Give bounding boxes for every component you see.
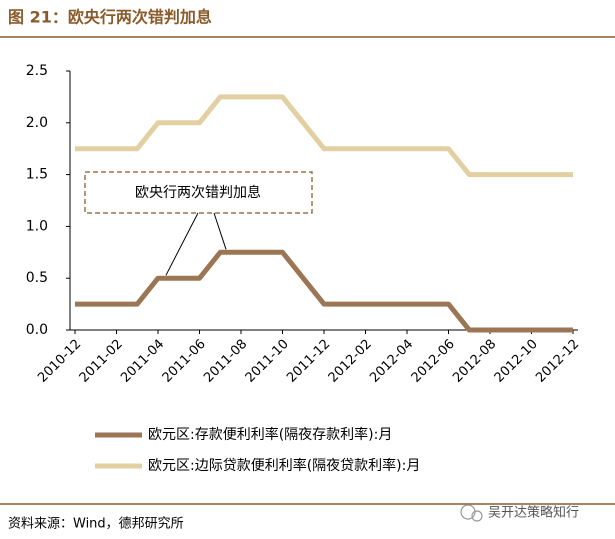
x-tick-label: 2012-04 [367,337,416,386]
legend-label: 欧元区:存款便利利率(隔夜存款利率):月 [148,426,392,443]
chart-title: 图 21：欧央行两次错判加息 [8,8,212,27]
series-line [75,249,573,333]
x-tick-label: 2011-06 [160,337,209,386]
x-tick-label: 2011-10 [243,337,292,386]
annotation: 欧央行两次错判加息 [135,184,261,201]
series-line [75,94,573,178]
x-tick-label: 2011-08 [201,337,250,386]
y-tick-label: 0.0 [26,322,48,338]
x-tick-label: 2012-08 [450,337,499,386]
y-tick-label: 1.0 [26,218,48,234]
watermark-icon [460,504,483,522]
y-tick-label: 2.5 [26,63,48,79]
y-tick-label: 1.5 [26,167,48,183]
x-tick-label: 2012-06 [409,337,458,386]
y-tick-label: 2.0 [26,115,48,131]
x-tick-label: 2011-12 [284,337,333,386]
y-tick-label: 0.5 [26,270,48,286]
annotation-box [84,171,313,214]
x-tick-label: 2010-12 [35,337,84,386]
x-tick-label: 2011-04 [118,337,167,386]
source: 资料来源：Wind，德邦研究所 [8,517,184,532]
x-tick-label: 2012-02 [326,337,375,386]
annotation-leader [165,212,199,276]
x-tick-label: 2011-02 [77,337,126,386]
watermark: 吴开达策略知行 [488,505,579,521]
x-tick-label: 2012-12 [533,337,582,386]
legend-label: 欧元区:边际贷款便利利率(隔夜贷款利率):月 [148,457,420,474]
annotation-leader [213,212,227,250]
x-tick-label: 2012-10 [492,337,541,386]
